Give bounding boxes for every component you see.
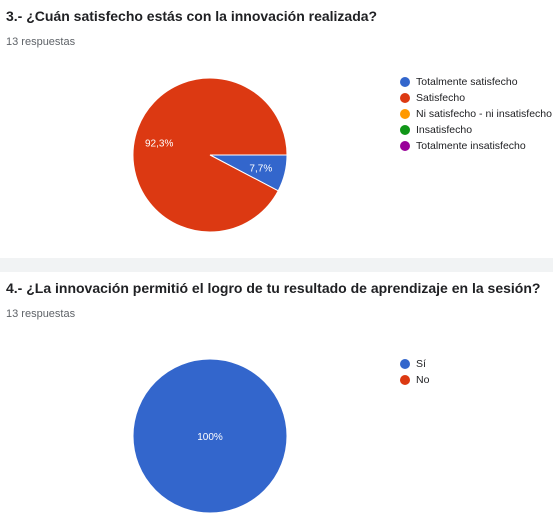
legend-satisfaction: Totalmente satisfecho Satisfecho Ni satisf… xyxy=(400,74,552,154)
chart-title: 4.- ¿La innovación permitió el logro de … xyxy=(6,280,541,296)
legend-label: Ni satisfecho - ni insatisfecho xyxy=(416,108,552,120)
legend-learning: Sí No xyxy=(400,356,429,388)
legend-swatch-icon xyxy=(400,109,410,119)
pie-learning: 100% xyxy=(132,358,288,514)
legend-label: Totalmente insatisfecho xyxy=(416,140,526,152)
legend-item[interactable]: No xyxy=(400,372,429,388)
legend-label: No xyxy=(416,374,430,386)
response-count: 13 respuestas xyxy=(6,36,76,48)
slice-data-label: 100% xyxy=(197,432,223,443)
legend-swatch-icon xyxy=(400,77,410,87)
legend-swatch-icon xyxy=(400,359,410,369)
legend-item[interactable]: Ni satisfecho - ni insatisfecho xyxy=(400,106,552,122)
legend-item[interactable]: Totalmente insatisfecho xyxy=(400,138,552,154)
pie-satisfaction: 7,7% 92,3% xyxy=(132,77,288,233)
legend-swatch-icon xyxy=(400,125,410,135)
slice-data-label: 92,3% xyxy=(145,138,173,149)
pie-slice-1[interactable] xyxy=(132,77,288,233)
legend-label: Insatisfecho xyxy=(416,124,473,136)
legend-swatch-icon xyxy=(400,141,410,151)
question-card-3: 3.- ¿Cuán satisfecho estás con la innova… xyxy=(0,0,553,258)
pie-slice-0[interactable] xyxy=(132,358,288,514)
legend-item[interactable]: Totalmente satisfecho xyxy=(400,74,552,90)
legend-item[interactable]: Sí xyxy=(400,356,429,372)
legend-item[interactable]: Satisfecho xyxy=(400,90,552,106)
legend-label: Totalmente satisfecho xyxy=(416,76,518,88)
slice-data-label: 7,7% xyxy=(249,164,272,175)
chart-title: 3.- ¿Cuán satisfecho estás con la innova… xyxy=(6,8,378,24)
legend-swatch-icon xyxy=(400,93,410,103)
legend-label: Sí xyxy=(416,358,426,370)
response-count: 13 respuestas xyxy=(6,308,76,320)
legend-swatch-icon xyxy=(400,375,410,385)
legend-label: Satisfecho xyxy=(416,92,466,104)
legend-item[interactable]: Insatisfecho xyxy=(400,122,552,138)
